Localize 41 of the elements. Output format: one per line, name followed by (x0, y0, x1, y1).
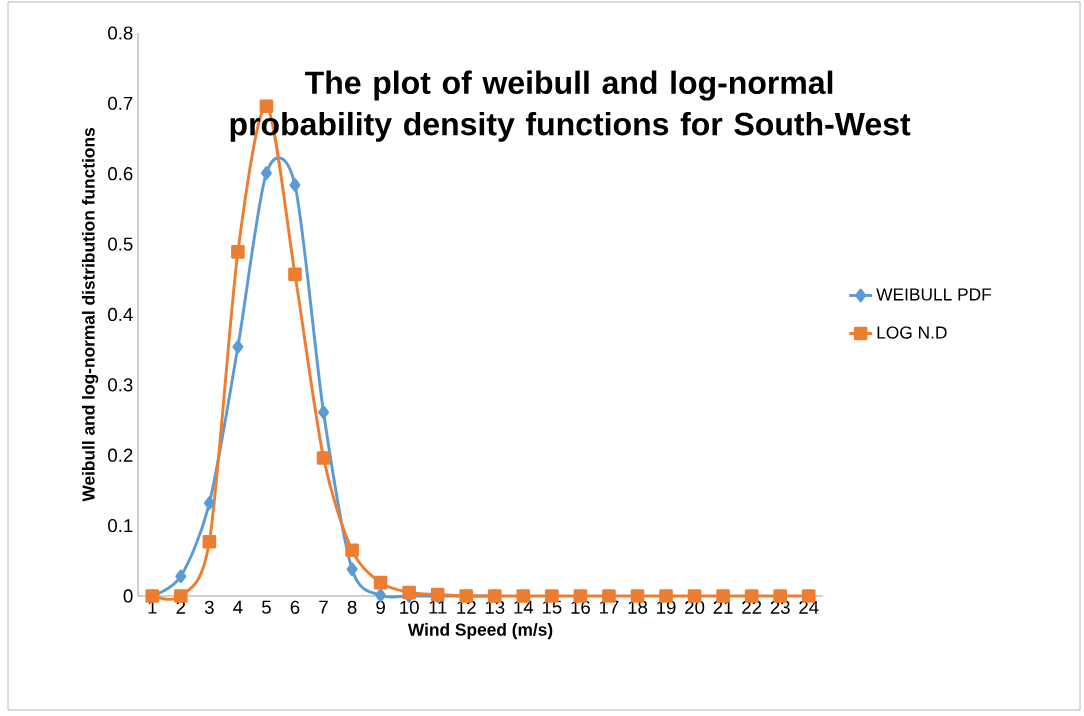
y-tick-label: 0.3 (108, 378, 133, 392)
point (316, 451, 331, 465)
point (259, 99, 274, 113)
x-tick-label: 3 (204, 600, 214, 614)
y-tick-label: 0.7 (108, 96, 133, 110)
y-tick-label: 0.6 (108, 167, 133, 181)
x-tick-label: 8 (347, 600, 357, 614)
x-axis-title: Wind Speed (m/s) (407, 623, 553, 640)
x-tick-label: 24 (799, 600, 819, 614)
y-tick-label: 0.1 (108, 518, 133, 533)
y-tick-label: 0.5 (108, 237, 133, 251)
x-tick-label: 5 (262, 600, 271, 614)
y-tick-label: 0.4 (108, 307, 133, 322)
legend-label: LOG N.D (877, 326, 947, 339)
point (289, 178, 301, 192)
point (318, 405, 329, 420)
point (232, 340, 244, 354)
y-tick-label: 0.2 (108, 448, 133, 462)
point (373, 575, 388, 590)
x-tick-label: 10 (400, 600, 419, 614)
point (202, 535, 217, 549)
x-tick-label: 9 (376, 600, 385, 614)
x-tick-label: 6 (290, 600, 300, 614)
x-tick-label: 7 (319, 600, 328, 614)
y-tick-label: 0 (123, 589, 133, 603)
point (260, 166, 272, 180)
x-tick-label: 4 (233, 600, 243, 614)
point (175, 569, 187, 584)
point (345, 543, 359, 558)
point (346, 562, 358, 577)
x-tick-label: 11 (429, 600, 447, 614)
point (203, 496, 215, 510)
y-axis-title: Weibull and log-normal distribution functions (81, 128, 99, 502)
point (231, 245, 245, 259)
y-tick-label: 0.8 (108, 26, 133, 40)
point (402, 585, 416, 600)
point (288, 267, 302, 282)
x-tick-label: 14 (514, 600, 534, 614)
point (375, 588, 387, 603)
point (174, 589, 188, 603)
legend-label: WEIBULL PDF (876, 288, 992, 301)
